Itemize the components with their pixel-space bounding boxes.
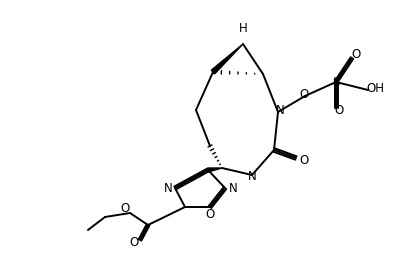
Text: O: O — [120, 201, 130, 214]
Text: N: N — [248, 170, 256, 183]
Text: N: N — [276, 104, 284, 118]
Text: O: O — [129, 236, 139, 249]
Text: O: O — [299, 153, 308, 167]
Text: H: H — [239, 22, 247, 35]
Text: OH: OH — [366, 83, 384, 96]
Polygon shape — [211, 44, 243, 74]
Text: O: O — [205, 209, 215, 221]
Text: O: O — [335, 104, 344, 118]
Text: O: O — [299, 87, 308, 101]
Text: N: N — [228, 182, 237, 195]
Text: S: S — [332, 75, 340, 88]
Polygon shape — [208, 168, 222, 172]
Text: O: O — [351, 49, 361, 61]
Text: N: N — [164, 182, 172, 195]
